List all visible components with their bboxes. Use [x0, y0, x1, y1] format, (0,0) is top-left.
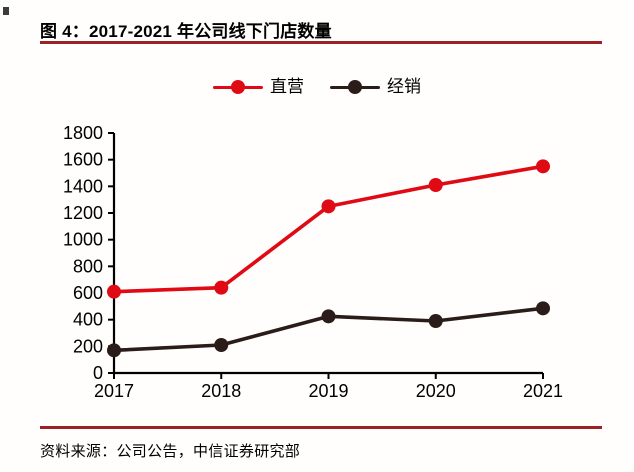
- y-tick-label: 800: [73, 256, 103, 276]
- y-tick-label: 1000: [63, 230, 103, 250]
- data-point-直营: [536, 159, 550, 174]
- line-dot-marker-icon: [330, 78, 380, 96]
- data-point-直营: [107, 284, 121, 299]
- x-tick-label: 2017: [94, 381, 134, 401]
- y-tick-label: 0: [93, 363, 103, 383]
- y-tick-label: 1800: [63, 123, 103, 143]
- title-rule: [40, 41, 602, 44]
- source-line: 资料来源：公司公告，中信证券研究部: [40, 443, 301, 460]
- data-point-直营: [428, 178, 443, 192]
- legend-item-jingxiao: 经销: [330, 78, 421, 96]
- data-point-经销: [428, 314, 443, 328]
- line-dot-marker-icon: [213, 78, 263, 96]
- legend-label-jingxiao: 经销: [387, 77, 421, 96]
- figure-title: 图 4：2017-2021 年公司线下门店数量: [40, 22, 332, 41]
- y-tick-label: 200: [73, 336, 103, 356]
- legend-item-zhiying: 直营: [213, 78, 304, 96]
- data-point-经销: [321, 309, 336, 324]
- data-point-直营: [321, 199, 336, 214]
- axis-lines: [112, 133, 543, 375]
- data-point-经销: [536, 301, 550, 316]
- page-edge-artifact: [3, 7, 9, 15]
- y-tick-label: 400: [73, 310, 103, 330]
- x-tick-label: 2018: [201, 381, 241, 401]
- data-point-经销: [214, 338, 229, 352]
- y-tick-label: 1400: [63, 176, 103, 196]
- series-line-直营: [113, 164, 544, 294]
- x-tick-label: 2021: [523, 381, 563, 401]
- data-point-经销: [107, 343, 121, 358]
- legend-label-zhiying: 直营: [270, 77, 304, 96]
- y-tick-label: 600: [73, 283, 103, 303]
- chart-legend: 直营 经销: [0, 78, 634, 96]
- x-tick-label: 2019: [308, 381, 348, 401]
- x-tick-label: 2020: [416, 381, 456, 401]
- data-point-直营: [214, 280, 229, 295]
- source-rule: [40, 426, 602, 429]
- y-tick-label: 1200: [63, 203, 103, 223]
- y-tick-label: 1600: [63, 150, 103, 170]
